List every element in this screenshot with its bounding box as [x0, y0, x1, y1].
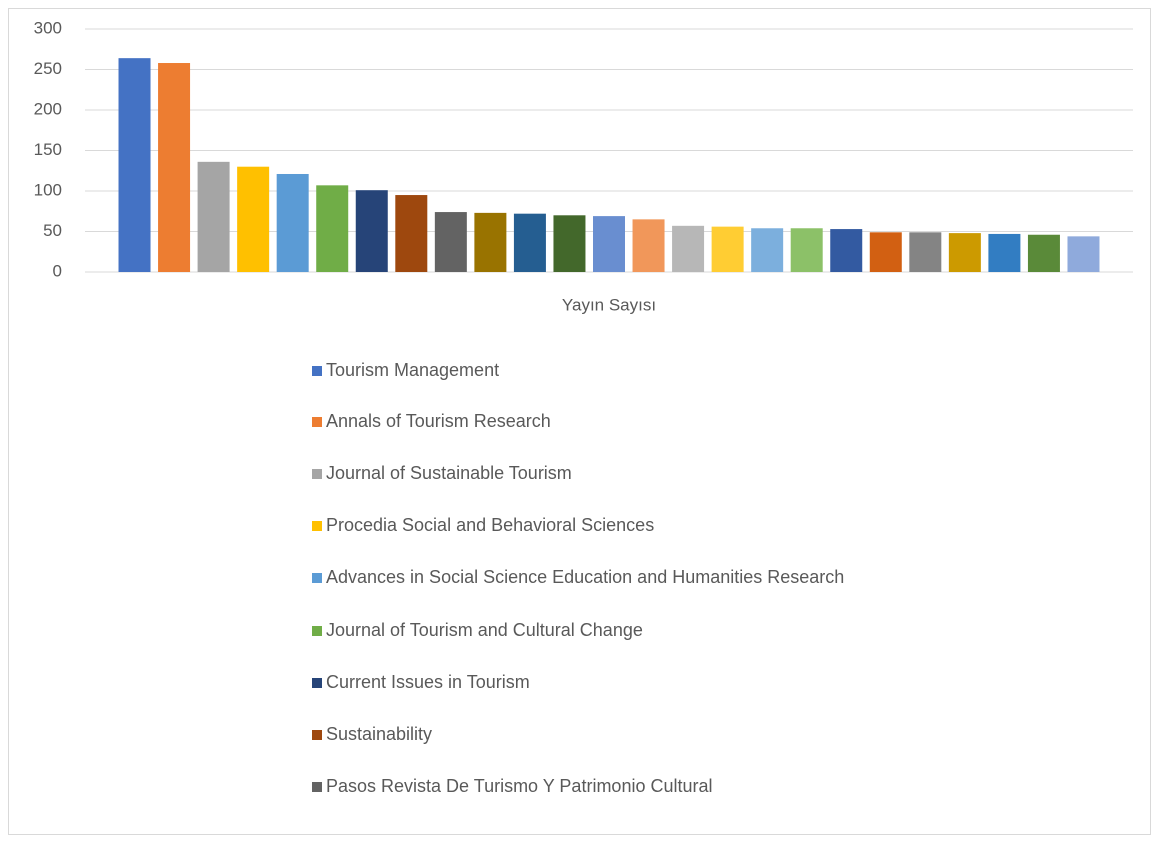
bar	[632, 219, 665, 272]
y-tick-label: 200	[34, 99, 62, 118]
bar	[909, 232, 942, 272]
legend-swatch	[312, 573, 322, 583]
legend-label: Tourism Management	[326, 360, 500, 380]
bar	[355, 190, 388, 272]
legend-item: Current Issues in Tourism	[312, 668, 872, 697]
y-tick-label: 250	[34, 59, 62, 78]
bar	[118, 58, 151, 272]
y-tick-label: 100	[34, 180, 62, 199]
legend-swatch	[312, 678, 322, 688]
legend-swatch	[312, 730, 322, 740]
bar	[1067, 236, 1100, 272]
bar	[276, 173, 309, 272]
legend-swatch	[312, 521, 322, 531]
bar	[869, 232, 902, 272]
bar	[395, 195, 428, 272]
legend-item: Pasos Revista De Turismo Y Patrimonio Cu…	[312, 772, 872, 801]
legend-item: Procedia Social and Behavioral Sciences	[312, 511, 872, 540]
bar	[711, 226, 744, 272]
legend-label: Journal of Tourism and Cultural Change	[326, 620, 643, 640]
legend-item: Journal of Tourism and Cultural Change	[312, 616, 872, 645]
legend-label: Procedia Social and Behavioral Sciences	[326, 515, 655, 535]
legend-label: Sustainability	[326, 724, 433, 744]
chart-frame	[8, 8, 1151, 835]
legend-label: Annals of Tourism Research	[326, 411, 551, 431]
bar	[513, 213, 546, 272]
legend-label: Journal of Sustainable Tourism	[326, 463, 572, 483]
legend-swatch	[312, 469, 322, 479]
y-tick-label: 0	[53, 261, 62, 280]
y-tick-label: 50	[43, 221, 62, 240]
legend-item: Sustainability	[312, 720, 872, 749]
bar	[948, 233, 981, 272]
legend-item: Advances in Social Science Education and…	[312, 563, 872, 592]
bar	[1027, 234, 1060, 272]
legend-swatch	[312, 366, 322, 376]
bar	[830, 229, 863, 272]
legend-item: Tourism Management	[312, 356, 872, 385]
bar	[197, 161, 230, 272]
bar	[593, 216, 625, 272]
legend-item: Annals of Tourism Research	[312, 407, 872, 436]
bar	[316, 185, 349, 272]
bar	[672, 225, 705, 272]
bar	[434, 212, 467, 272]
bar	[474, 212, 507, 272]
bar	[988, 233, 1021, 272]
bar	[790, 228, 823, 272]
legend-swatch	[312, 782, 322, 792]
y-tick-label: 150	[34, 140, 62, 159]
legend-swatch	[312, 417, 322, 427]
bar	[237, 166, 270, 272]
y-tick-label: 300	[34, 18, 62, 37]
bar	[553, 215, 586, 272]
legend-item: Journal of Sustainable Tourism	[312, 459, 872, 488]
legend-swatch	[312, 626, 322, 636]
bar	[751, 228, 784, 272]
legend-label: Pasos Revista De Turismo Y Patrimonio Cu…	[326, 776, 713, 796]
legend-label: Current Issues in Tourism	[326, 672, 530, 692]
bar	[158, 63, 191, 272]
x-tick-label: Yayın Sayısı	[562, 295, 656, 314]
legend-label: Advances in Social Science Education and…	[326, 567, 845, 587]
